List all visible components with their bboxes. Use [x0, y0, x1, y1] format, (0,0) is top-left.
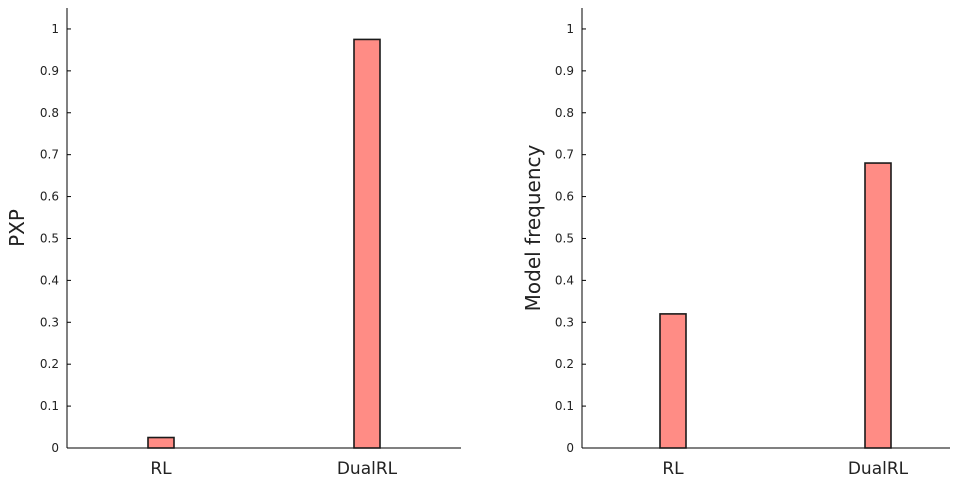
y-tick-label: 0.8: [40, 106, 59, 120]
y-tick-label: 0.9: [40, 64, 59, 78]
y-tick-label: 0.4: [40, 273, 59, 287]
y-tick-label: 0.2: [555, 357, 574, 371]
y-tick-label: 0.9: [555, 64, 574, 78]
y-tick-label: 0.3: [555, 315, 574, 329]
y-tick-label: 0.8: [555, 106, 574, 120]
x-tick-label: RL: [150, 459, 172, 479]
x-tick-label: RL: [662, 459, 684, 479]
y-tick-label: 0.6: [555, 190, 574, 204]
y-axis-label: Model frequency: [521, 144, 545, 311]
chart-model-frequency: 0 0.1 0.2 0.3 0.4 0.5 0.6 0.7 0.8 0.9 1 RL DualRL Mod…: [521, 8, 950, 479]
bar-dualrl: [864, 162, 892, 449]
bar-dualrl: [353, 38, 381, 449]
chart-pxp: 0 0.1 0.2 0.3 0.4 0.5 0.6 0.7 0.8 0.9 1 RL DualRL PXP: [5, 8, 461, 479]
y-tick-label: 0.7: [555, 148, 574, 162]
y-tick-label: 0.5: [40, 231, 59, 245]
y-tick-label: 0.1: [40, 399, 59, 413]
y-tick-label: 0: [51, 441, 59, 455]
y-tick-label: 0.1: [555, 399, 574, 413]
y-tick-label: 0.6: [40, 190, 59, 204]
y-tick-label: 0.7: [40, 148, 59, 162]
y-tick-label: 0: [566, 441, 574, 455]
y-tick-label: 0.2: [40, 357, 59, 371]
y-axis-label: PXP: [5, 209, 29, 247]
y-tick-label: 1: [51, 22, 59, 36]
y-tick-label: 0.3: [40, 315, 59, 329]
bar-rl: [659, 313, 687, 449]
y-tick-label: 0.5: [555, 231, 574, 245]
y-tick-label: 0.4: [555, 273, 574, 287]
x-tick-label: DualRL: [337, 459, 398, 479]
bar-rl: [147, 436, 175, 449]
y-tick-label: 1: [566, 22, 574, 36]
x-tick-label: DualRL: [848, 459, 909, 479]
